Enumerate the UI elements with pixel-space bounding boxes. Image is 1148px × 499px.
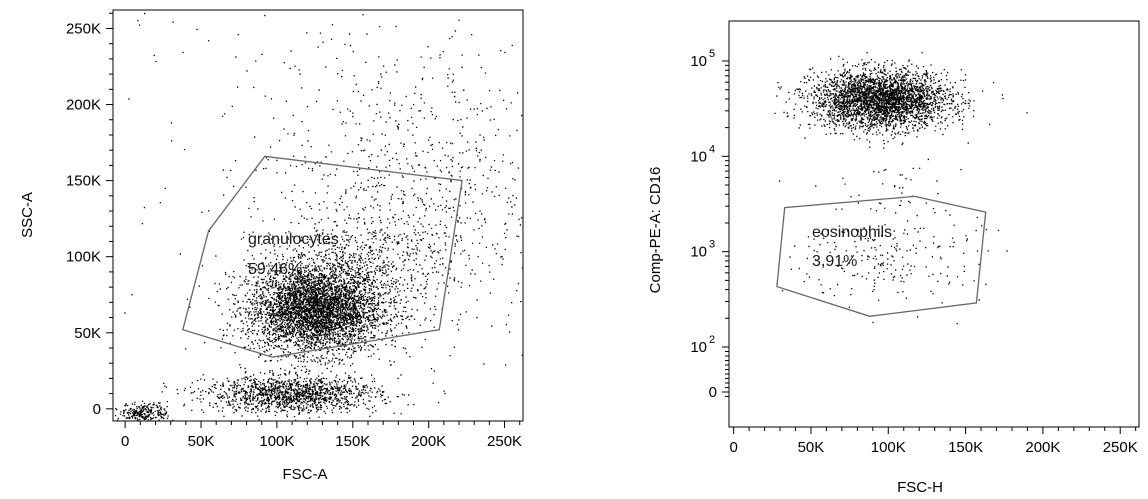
gate-eosinophils xyxy=(776,195,987,317)
x-tick-label: 100K xyxy=(259,433,294,450)
y-tick-label: 50K xyxy=(74,325,101,342)
y-tick-label: 10 xyxy=(690,53,707,70)
x-tick-label: 0 xyxy=(121,433,129,450)
scatter-points-left xyxy=(114,12,524,422)
gate-percent-eosinophils: 3,91% xyxy=(812,253,857,270)
y-tick-label: 100K xyxy=(66,249,101,266)
y-tick-label: 200K xyxy=(66,97,101,114)
x-axis-label-right: FSC-H xyxy=(897,479,943,496)
y-tick-label: 150K xyxy=(66,173,101,190)
x-tick-label: 150K xyxy=(335,433,370,450)
y-tick-exponent: 2 xyxy=(709,334,715,346)
y-tick-label: 10 xyxy=(690,244,707,261)
x-tick-label: 0 xyxy=(729,439,737,456)
x-axis-label-left: FSC-A xyxy=(283,466,328,483)
y-axis-label-left: SSC-A xyxy=(19,192,36,238)
x-tick-label: 200K xyxy=(1025,439,1060,456)
x-tick-label: 50K xyxy=(188,433,215,450)
x-axis-right: 0 50K 100K 150K 200K 250K xyxy=(729,427,1138,456)
plot-eosinophils: eosinophils 3,91% 0 50K 100K 150K 200K 250K 0… xyxy=(647,20,1140,496)
x-axis-left: 0 50K 100K 150K 200K 250K xyxy=(121,421,522,450)
y-tick-exponent: 4 xyxy=(709,143,715,155)
scatter-points-right xyxy=(774,51,1028,325)
x-tick-label: 150K xyxy=(948,439,983,456)
x-tick-label: 100K xyxy=(871,439,906,456)
gate-granulocytes xyxy=(182,155,463,358)
y-tick-label: 0 xyxy=(93,401,101,418)
gate-label-eosinophils: eosinophils xyxy=(812,224,892,241)
y-tick-label: 10 xyxy=(690,339,707,356)
gate-label-granulocytes: granulocytes xyxy=(248,231,339,248)
y-tick-exponent: 3 xyxy=(709,239,715,251)
scatter-events xyxy=(774,51,1028,325)
y-tick-label: 10 xyxy=(690,148,707,165)
scatter-events xyxy=(114,12,524,422)
x-tick-label: 50K xyxy=(798,439,825,456)
x-tick-label: 250K xyxy=(487,433,522,450)
y-tick-exponent: 5 xyxy=(709,48,715,60)
y-tick-label: 250K xyxy=(66,20,101,37)
gate-percent-granulocytes: 59,46% xyxy=(248,261,302,278)
plot-frame-left xyxy=(112,9,524,422)
x-tick-label: 250K xyxy=(1103,439,1138,456)
y-axis-label-right: Comp-PE-A: CD16 xyxy=(647,167,664,294)
plot-frame-right xyxy=(728,20,1140,428)
x-tick-label: 200K xyxy=(411,433,446,450)
plot-granulocytes: granulocytes 59,46% 0 50K 100K 150K 200K 250K… xyxy=(19,9,524,483)
y-axis-left: 0 50K 100K 150K 200K 250K xyxy=(66,12,113,418)
y-tick-label: 0 xyxy=(709,384,717,401)
